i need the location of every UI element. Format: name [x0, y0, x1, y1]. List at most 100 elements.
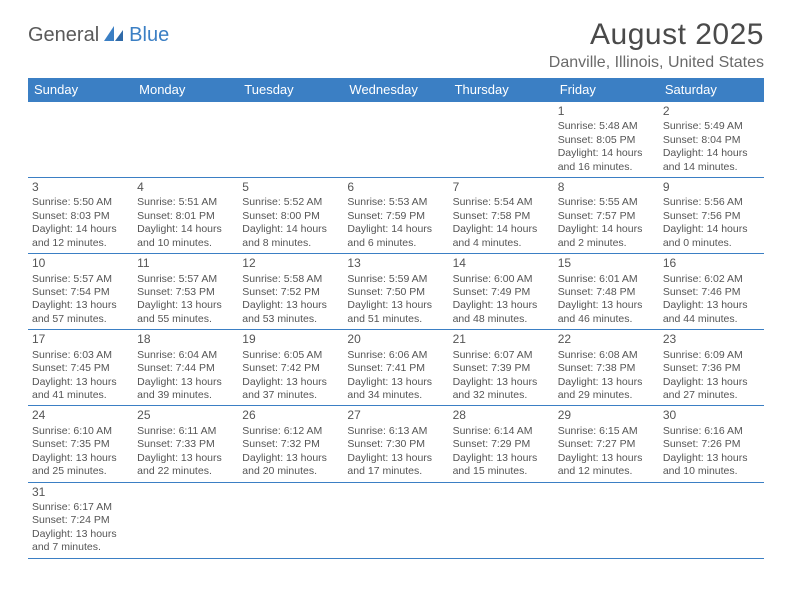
sunrise-text: Sunrise: 6:03 AM — [32, 349, 129, 362]
calendar-row: 1Sunrise: 5:48 AMSunset: 8:05 PMDaylight… — [28, 102, 764, 178]
logo: General Blue — [28, 18, 169, 47]
calendar-cell: 1Sunrise: 5:48 AMSunset: 8:05 PMDaylight… — [554, 102, 659, 178]
col-monday: Monday — [133, 78, 238, 102]
daylight-text: Daylight: 14 hours and 0 minutes. — [663, 223, 760, 250]
calendar-cell — [343, 102, 448, 178]
location-text: Danville, Illinois, United States — [549, 54, 764, 72]
sunset-text: Sunset: 7:39 PM — [453, 362, 550, 375]
daylight-text: Daylight: 14 hours and 10 minutes. — [137, 223, 234, 250]
sunrise-text: Sunrise: 6:13 AM — [347, 425, 444, 438]
calendar-cell: 9Sunrise: 5:56 AMSunset: 7:56 PMDaylight… — [659, 178, 764, 254]
sunset-text: Sunset: 7:30 PM — [347, 438, 444, 451]
sunrise-text: Sunrise: 6:06 AM — [347, 349, 444, 362]
month-title: August 2025 — [549, 18, 764, 52]
sunset-text: Sunset: 7:35 PM — [32, 438, 129, 451]
sunset-text: Sunset: 7:33 PM — [137, 438, 234, 451]
daylight-text: Daylight: 14 hours and 6 minutes. — [347, 223, 444, 250]
sunrise-text: Sunrise: 5:55 AM — [558, 196, 655, 209]
sunrise-text: Sunrise: 6:07 AM — [453, 349, 550, 362]
sunset-text: Sunset: 7:50 PM — [347, 286, 444, 299]
day-number: 7 — [453, 180, 550, 195]
calendar-header-row: Sunday Monday Tuesday Wednesday Thursday… — [28, 78, 764, 102]
sunrise-text: Sunrise: 6:14 AM — [453, 425, 550, 438]
col-wednesday: Wednesday — [343, 78, 448, 102]
sunset-text: Sunset: 7:32 PM — [242, 438, 339, 451]
day-number: 15 — [558, 256, 655, 271]
sunrise-text: Sunrise: 6:12 AM — [242, 425, 339, 438]
daylight-text: Daylight: 13 hours and 15 minutes. — [453, 452, 550, 479]
calendar-cell: 16Sunrise: 6:02 AMSunset: 7:46 PMDayligh… — [659, 254, 764, 330]
sunset-text: Sunset: 7:46 PM — [663, 286, 760, 299]
sunset-text: Sunset: 7:49 PM — [453, 286, 550, 299]
col-saturday: Saturday — [659, 78, 764, 102]
sunset-text: Sunset: 7:24 PM — [32, 514, 129, 527]
day-number: 18 — [137, 332, 234, 347]
calendar-cell: 8Sunrise: 5:55 AMSunset: 7:57 PMDaylight… — [554, 178, 659, 254]
calendar-cell: 3Sunrise: 5:50 AMSunset: 8:03 PMDaylight… — [28, 178, 133, 254]
day-number: 17 — [32, 332, 129, 347]
calendar-cell: 10Sunrise: 5:57 AMSunset: 7:54 PMDayligh… — [28, 254, 133, 330]
daylight-text: Daylight: 14 hours and 16 minutes. — [558, 147, 655, 174]
sunrise-text: Sunrise: 6:17 AM — [32, 501, 129, 514]
header: General Blue August 2025 Danville, Illin… — [28, 18, 764, 72]
day-number: 25 — [137, 408, 234, 423]
calendar-cell: 30Sunrise: 6:16 AMSunset: 7:26 PMDayligh… — [659, 406, 764, 482]
calendar-cell — [238, 102, 343, 178]
day-number: 4 — [137, 180, 234, 195]
calendar-cell: 7Sunrise: 5:54 AMSunset: 7:58 PMDaylight… — [449, 178, 554, 254]
calendar-cell: 5Sunrise: 5:52 AMSunset: 8:00 PMDaylight… — [238, 178, 343, 254]
sunrise-text: Sunrise: 6:05 AM — [242, 349, 339, 362]
daylight-text: Daylight: 14 hours and 8 minutes. — [242, 223, 339, 250]
sunrise-text: Sunrise: 6:08 AM — [558, 349, 655, 362]
calendar-cell: 26Sunrise: 6:12 AMSunset: 7:32 PMDayligh… — [238, 406, 343, 482]
day-number: 13 — [347, 256, 444, 271]
daylight-text: Daylight: 14 hours and 12 minutes. — [32, 223, 129, 250]
sunrise-text: Sunrise: 5:58 AM — [242, 273, 339, 286]
day-number: 28 — [453, 408, 550, 423]
sunrise-text: Sunrise: 5:57 AM — [137, 273, 234, 286]
sunrise-text: Sunrise: 6:16 AM — [663, 425, 760, 438]
daylight-text: Daylight: 13 hours and 22 minutes. — [137, 452, 234, 479]
calendar-row: 3Sunrise: 5:50 AMSunset: 8:03 PMDaylight… — [28, 178, 764, 254]
daylight-text: Daylight: 13 hours and 20 minutes. — [242, 452, 339, 479]
sunset-text: Sunset: 8:01 PM — [137, 210, 234, 223]
day-number: 31 — [32, 485, 129, 500]
sunset-text: Sunset: 7:57 PM — [558, 210, 655, 223]
daylight-text: Daylight: 13 hours and 51 minutes. — [347, 299, 444, 326]
daylight-text: Daylight: 13 hours and 32 minutes. — [453, 376, 550, 403]
calendar-cell: 17Sunrise: 6:03 AMSunset: 7:45 PMDayligh… — [28, 330, 133, 406]
day-number: 30 — [663, 408, 760, 423]
day-number: 24 — [32, 408, 129, 423]
calendar-cell: 6Sunrise: 5:53 AMSunset: 7:59 PMDaylight… — [343, 178, 448, 254]
sunset-text: Sunset: 7:58 PM — [453, 210, 550, 223]
calendar-cell: 20Sunrise: 6:06 AMSunset: 7:41 PMDayligh… — [343, 330, 448, 406]
calendar-cell: 14Sunrise: 6:00 AMSunset: 7:49 PMDayligh… — [449, 254, 554, 330]
calendar-cell — [554, 482, 659, 558]
logo-text-general: General — [28, 24, 99, 47]
day-number: 10 — [32, 256, 129, 271]
calendar-cell — [449, 482, 554, 558]
day-number: 2 — [663, 104, 760, 119]
sunrise-text: Sunrise: 6:02 AM — [663, 273, 760, 286]
sunset-text: Sunset: 7:48 PM — [558, 286, 655, 299]
sunset-text: Sunset: 7:36 PM — [663, 362, 760, 375]
sunrise-text: Sunrise: 5:54 AM — [453, 196, 550, 209]
logo-sail-icon — [103, 24, 125, 47]
day-number: 20 — [347, 332, 444, 347]
daylight-text: Daylight: 13 hours and 7 minutes. — [32, 528, 129, 555]
calendar-cell: 18Sunrise: 6:04 AMSunset: 7:44 PMDayligh… — [133, 330, 238, 406]
sunrise-text: Sunrise: 5:52 AM — [242, 196, 339, 209]
title-block: August 2025 Danville, Illinois, United S… — [549, 18, 764, 72]
daylight-text: Daylight: 13 hours and 34 minutes. — [347, 376, 444, 403]
day-number: 12 — [242, 256, 339, 271]
calendar-cell — [449, 102, 554, 178]
sunset-text: Sunset: 7:44 PM — [137, 362, 234, 375]
calendar-cell: 12Sunrise: 5:58 AMSunset: 7:52 PMDayligh… — [238, 254, 343, 330]
calendar-cell — [238, 482, 343, 558]
daylight-text: Daylight: 13 hours and 46 minutes. — [558, 299, 655, 326]
day-number: 23 — [663, 332, 760, 347]
calendar-cell: 22Sunrise: 6:08 AMSunset: 7:38 PMDayligh… — [554, 330, 659, 406]
day-number: 11 — [137, 256, 234, 271]
day-number: 16 — [663, 256, 760, 271]
day-number: 9 — [663, 180, 760, 195]
